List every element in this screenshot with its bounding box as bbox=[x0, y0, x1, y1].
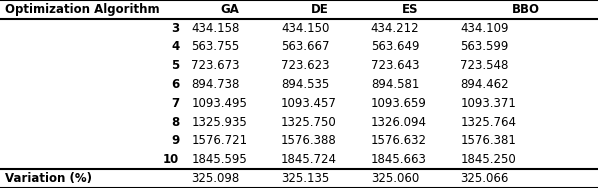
Text: 434.158: 434.158 bbox=[191, 22, 240, 35]
Text: ES: ES bbox=[401, 3, 418, 16]
Text: 1845.663: 1845.663 bbox=[371, 153, 426, 166]
Text: 1576.632: 1576.632 bbox=[371, 134, 427, 148]
Text: 1845.724: 1845.724 bbox=[281, 153, 337, 166]
Text: 9: 9 bbox=[171, 134, 179, 148]
Text: 434.212: 434.212 bbox=[371, 22, 419, 35]
Text: 3: 3 bbox=[171, 22, 179, 35]
Text: Optimization Algorithm: Optimization Algorithm bbox=[5, 3, 160, 16]
Text: 325.066: 325.066 bbox=[460, 172, 509, 185]
Text: 723.548: 723.548 bbox=[460, 59, 509, 72]
Text: 434.150: 434.150 bbox=[281, 22, 329, 35]
Text: 8: 8 bbox=[171, 116, 179, 129]
Text: 7: 7 bbox=[171, 97, 179, 110]
Text: 325.135: 325.135 bbox=[281, 172, 329, 185]
Text: 894.535: 894.535 bbox=[281, 78, 329, 91]
Text: 325.098: 325.098 bbox=[191, 172, 240, 185]
Text: 1093.457: 1093.457 bbox=[281, 97, 337, 110]
Text: 1845.595: 1845.595 bbox=[191, 153, 247, 166]
Text: 1325.935: 1325.935 bbox=[191, 116, 247, 129]
Text: 1093.495: 1093.495 bbox=[191, 97, 247, 110]
Text: 4: 4 bbox=[171, 40, 179, 54]
Text: 1576.388: 1576.388 bbox=[281, 134, 337, 148]
Text: DE: DE bbox=[311, 3, 329, 16]
Text: 1845.250: 1845.250 bbox=[460, 153, 516, 166]
Text: GA: GA bbox=[221, 3, 240, 16]
Text: 894.738: 894.738 bbox=[191, 78, 240, 91]
Text: 1576.721: 1576.721 bbox=[191, 134, 248, 148]
Text: 1093.371: 1093.371 bbox=[460, 97, 516, 110]
Text: 325.060: 325.060 bbox=[371, 172, 419, 185]
Text: 1093.659: 1093.659 bbox=[371, 97, 426, 110]
Text: 723.623: 723.623 bbox=[281, 59, 329, 72]
Text: 5: 5 bbox=[171, 59, 179, 72]
Text: 1325.750: 1325.750 bbox=[281, 116, 337, 129]
Text: 1325.764: 1325.764 bbox=[460, 116, 517, 129]
Text: 1576.381: 1576.381 bbox=[460, 134, 516, 148]
Text: BBO: BBO bbox=[512, 3, 539, 16]
Text: 563.755: 563.755 bbox=[191, 40, 240, 54]
Text: 434.109: 434.109 bbox=[460, 22, 509, 35]
Text: 6: 6 bbox=[171, 78, 179, 91]
Text: 563.599: 563.599 bbox=[460, 40, 509, 54]
Text: 563.667: 563.667 bbox=[281, 40, 329, 54]
Text: Variation (%): Variation (%) bbox=[5, 172, 91, 185]
Text: 894.462: 894.462 bbox=[460, 78, 509, 91]
Text: 1326.094: 1326.094 bbox=[371, 116, 427, 129]
Text: 723.673: 723.673 bbox=[191, 59, 240, 72]
Text: 894.581: 894.581 bbox=[371, 78, 419, 91]
Text: 723.643: 723.643 bbox=[371, 59, 419, 72]
Text: 563.649: 563.649 bbox=[371, 40, 419, 54]
Text: 10: 10 bbox=[163, 153, 179, 166]
